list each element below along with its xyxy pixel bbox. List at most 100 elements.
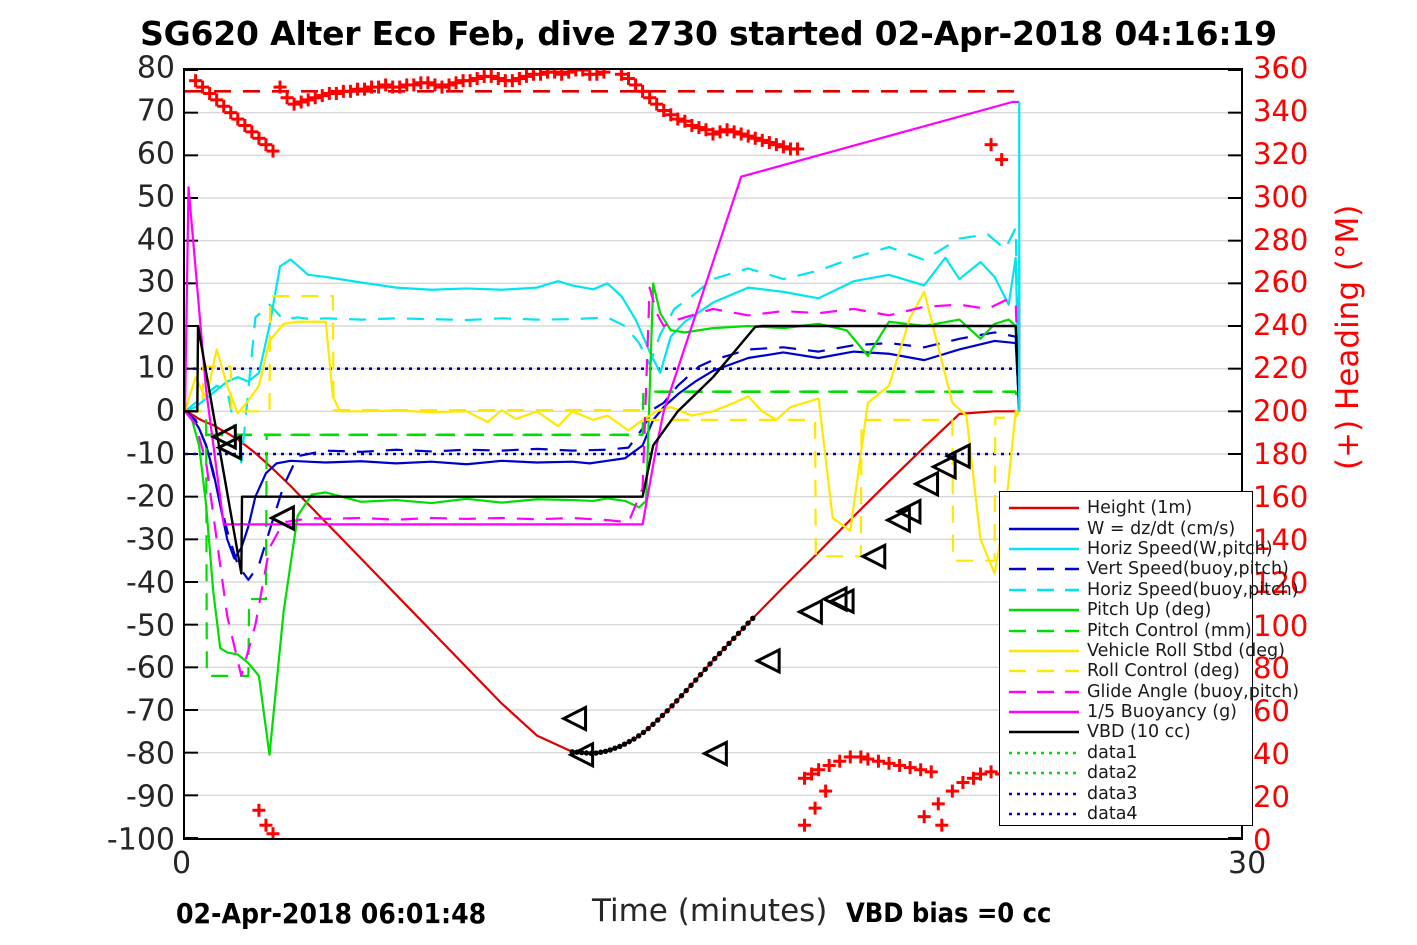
- y-tick-label-right: 20: [1253, 780, 1290, 815]
- series-vehicle-roll-stbd-deg: [185, 290, 1020, 575]
- vbd-bias-annotation: VBD bias =0 cc: [846, 898, 1052, 929]
- legend-swatch-icon: [1008, 603, 1080, 617]
- height-track-dot: [688, 682, 694, 689]
- y-tick-label: 60: [136, 136, 175, 172]
- y-axis-left-ticks: 80 70 60 50 40 30 20 10 0 -10 -20 -30 -40 -50 -60 -70 -8…: [0, 51, 175, 858]
- legend-item-label: data1: [1087, 742, 1138, 763]
- legend-item[interactable]: data2: [1000, 763, 1252, 783]
- legend-item-label: W = dz/dt (cm/s): [1087, 518, 1236, 539]
- legend-swatch-icon: [1008, 624, 1080, 638]
- apogee-triangle-marker: [944, 442, 971, 470]
- legend-swatch-icon: [1008, 562, 1080, 576]
- y-tick-label-right: 0: [1253, 823, 1272, 857]
- apogee-triangle-marker: [796, 598, 823, 626]
- legend-swatch-icon: [1008, 725, 1080, 739]
- height-track-dot: [697, 671, 704, 678]
- series-roll-control-deg: [185, 295, 1021, 562]
- y-tick-label: 70: [136, 93, 175, 129]
- height-track-dot: [659, 712, 666, 719]
- legend-item[interactable]: Pitch Up (deg): [1000, 600, 1252, 620]
- legend-item[interactable]: Roll Control (deg): [1000, 661, 1252, 681]
- legend-item[interactable]: data3: [1000, 783, 1252, 804]
- y-tick-label-right: 160: [1253, 479, 1309, 514]
- apogee-triangle-marker: [210, 423, 237, 451]
- height-track-dot: [731, 635, 737, 642]
- series-1-5-buoyancy-g: [185, 100, 1020, 526]
- legend-item[interactable]: Horiz Speed(W,pitch): [1000, 539, 1273, 559]
- height-track-dot: [593, 750, 599, 756]
- y-tick-label-right: 200: [1253, 394, 1309, 429]
- legend-item[interactable]: Glide Angle (buoy,pitch): [1000, 682, 1299, 702]
- height-track-dot: [712, 655, 718, 662]
- y-tick-label: 50: [136, 179, 175, 215]
- apogee-triangle-marker: [753, 647, 781, 675]
- height-track-dot: [617, 743, 623, 750]
- series-w-dz-dt-cm-s: [185, 339, 1021, 560]
- legend-item-label: Horiz Speed(W,pitch): [1087, 538, 1273, 559]
- y-tick-label: -10: [126, 436, 175, 472]
- legend-item[interactable]: VBD (10 cc): [1000, 722, 1252, 742]
- y-tick-label-right: 80: [1253, 651, 1290, 686]
- legend-item[interactable]: Height (1m): [1000, 498, 1252, 518]
- y-tick-label-right: 300: [1253, 179, 1309, 214]
- legend-item[interactable]: data4: [1000, 804, 1252, 824]
- y-tick-label-right: 60: [1253, 694, 1290, 729]
- series-glide-angle-buoy-pitch: [185, 286, 1021, 677]
- legend-swatch-icon: [1008, 542, 1080, 556]
- apogee-triangle-marker: [859, 542, 887, 570]
- y-tick-label: 40: [136, 222, 175, 258]
- apogee-triangle-marker: [560, 705, 588, 733]
- height-track-dot: [636, 733, 642, 739]
- legend-item-label: Vert Speed(buoy,pitch): [1087, 559, 1289, 580]
- page-title: SG620 Alter Eco Feb, dive 2730 started 0…: [140, 14, 1277, 53]
- height-track-dot: [655, 717, 661, 723]
- legend-item[interactable]: W = dz/dt (cm/s): [1000, 518, 1252, 539]
- y-tick-label: 20: [136, 307, 175, 343]
- series-horiz-speed-buoy-pitch: [185, 226, 1021, 464]
- y-tick-label: -80: [126, 736, 175, 772]
- y-tick-label-right: 120: [1253, 565, 1309, 600]
- y-tick-label: -20: [126, 479, 175, 515]
- series-horiz-speed-w-pitch: [185, 256, 1021, 413]
- legend-item[interactable]: Pitch Control (mm): [1000, 620, 1252, 641]
- height-track-dot: [598, 749, 604, 755]
- legend-item[interactable]: Horiz Speed(buoy,pitch): [1000, 580, 1299, 600]
- legend-item[interactable]: Vehicle Roll Stbd (deg): [1000, 641, 1285, 661]
- height-track-dot: [664, 708, 670, 714]
- height-track-dot: [626, 738, 632, 745]
- y-tick-label: 10: [136, 350, 175, 386]
- legend-item-label: Roll Control (deg): [1087, 661, 1240, 682]
- height-track-dot: [612, 745, 618, 751]
- y-tick-label: -60: [126, 650, 175, 686]
- legend-swatch-icon: [1008, 766, 1080, 780]
- legend-swatch-icon: [1008, 664, 1080, 678]
- height-track-dot: [745, 620, 751, 626]
- y-axis-right-ticks: 360 340 320 300 280 260 240 220 200 180 160 140 120 1…: [1253, 51, 1363, 857]
- height-track-dot: [645, 725, 651, 732]
- height-track-dot: [735, 630, 742, 636]
- height-track-dot: [631, 736, 637, 742]
- legend-swatch-icon: [1008, 685, 1080, 699]
- apogee-triangle-marker: [567, 741, 595, 769]
- heading-plus-markers: [189, 70, 1016, 838]
- y-tick-label-right: 320: [1253, 136, 1309, 171]
- y-tick-label: -100: [106, 822, 175, 858]
- legend-swatch-icon: [1008, 746, 1080, 760]
- height-track-dot: [702, 666, 708, 672]
- legend-item-label: Pitch Up (deg): [1087, 600, 1212, 621]
- series-vert-speed-buoy-pitch: [185, 331, 1021, 581]
- legend-item[interactable]: 1/5 Buoyancy (g): [1000, 702, 1252, 722]
- legend-item-label: Height (1m): [1087, 498, 1193, 519]
- legend-swatch-icon: [1008, 787, 1080, 801]
- apogee-triangle-marker: [268, 504, 295, 532]
- start-timestamp: 02-Apr-2018 06:01:48: [176, 897, 487, 930]
- y-tick-label-right: 180: [1253, 437, 1309, 471]
- height-track-dot: [707, 661, 713, 667]
- y-tick-label-right: 360: [1253, 51, 1309, 85]
- height-track-dot: [640, 729, 647, 736]
- y-tick-label-right: 220: [1253, 351, 1309, 386]
- legend-item[interactable]: data1: [1000, 743, 1252, 763]
- y-tick-label: 80: [136, 50, 175, 86]
- height-track-dot: [669, 703, 675, 709]
- legend-item[interactable]: Vert Speed(buoy,pitch): [1000, 559, 1289, 579]
